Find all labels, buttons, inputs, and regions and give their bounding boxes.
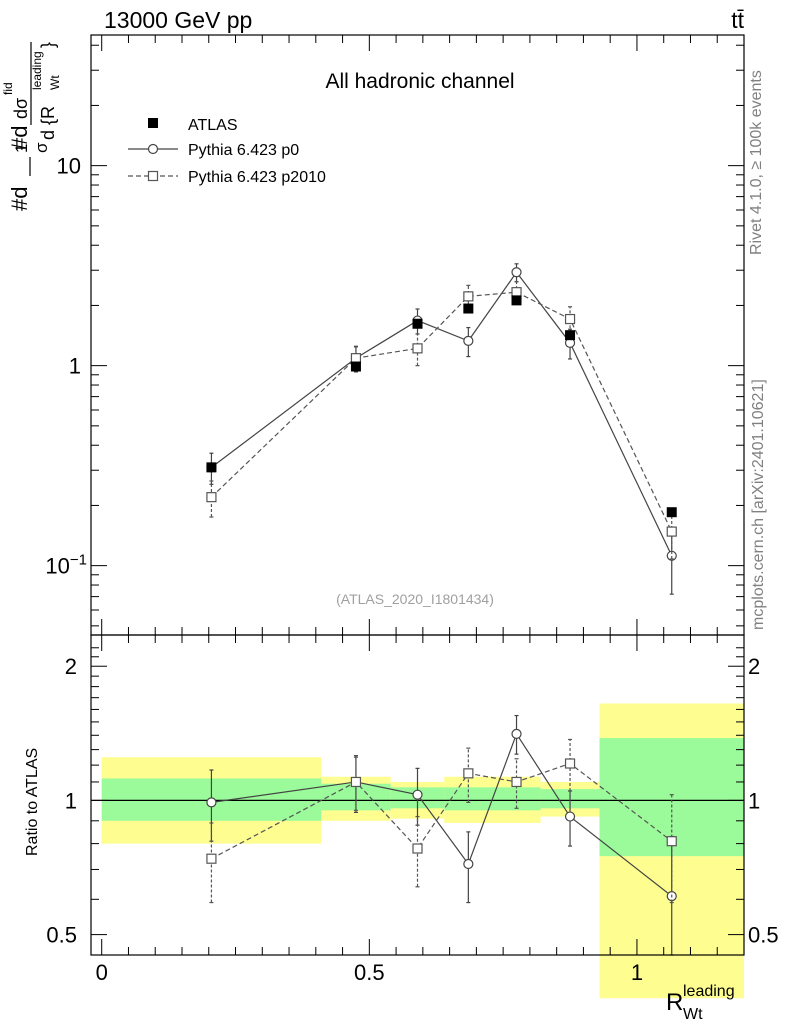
main-series [206,263,677,595]
main-y-tick-label: 10 [57,154,81,179]
rivet-label: Rivet 4.1.0, ≥ 100k events [748,70,765,255]
main-y-tick-label: 10−1 [45,552,87,579]
legend-marker-p0 [147,143,159,155]
ratio-y-tick-label-right: 1 [748,788,760,813]
data-point-p2010 [666,836,677,847]
header-process: tt̄ [731,7,744,33]
ratio-panel: 0.5 0.5 1 1 2 2 0 0.5 1 [46,634,779,999]
data-point-p0 [412,789,423,800]
data-point-p0 [511,728,522,739]
ratio-series [206,714,677,956]
data-point-p2010 [463,768,474,779]
main-axes: 10−1 1 10 [45,35,745,635]
x-tick-label: 0 [96,960,108,985]
ratio-y-tick-label: 1 [65,788,77,813]
x-tick-label: 0.5 [354,960,385,985]
data-point-p2010 [350,776,362,788]
data-point-atlas [206,462,217,473]
data-point-p0 [463,858,474,870]
main-y-tick-label: 1 [69,354,81,379]
data-point-p2010 [666,526,677,537]
ylabel-mid: #d [7,126,32,150]
legend-marker-atlas [148,118,158,128]
ratio-y-tick-label-right: 2 [748,654,760,679]
data-point-p2010 [350,353,362,364]
ylabel-frac2-num-sup: fid [1,82,15,95]
data-point-p2010 [206,853,217,864]
ylabel-frac2-den-sub: Wt [48,75,62,90]
xlabel-main: R [666,989,683,1016]
data-point-p0 [206,797,217,808]
mcplots-label: mcplots.cern.ch [arXiv:2401.10621] [750,379,767,630]
x-axis-label: R leading Wt [666,983,735,1023]
data-point-atlas [412,318,423,329]
ratio-y-axis-label: Ratio to ATLAS [24,748,41,856]
xlabel-sub: Wt [683,1006,703,1023]
legend-label-atlas: ATLAS [188,117,238,134]
data-point-p0 [511,267,522,278]
data-point-atlas [511,295,522,306]
data-point-p2010 [564,758,576,769]
main-y-axis-label: #d 1 σ #d dσ fid d {R leading Wt } [1,42,62,211]
legend-label-p0: Pythia 6.423 p0 [188,142,299,159]
data-point-p2010 [511,287,522,298]
data-point-atlas [463,303,474,314]
data-point-p2010 [463,291,474,302]
data-point-p2010 [412,343,423,354]
data-point-p2010 [511,776,522,788]
data-point-atlas [565,330,576,341]
data-point-p0 [463,335,474,346]
x-tick-label: 1 [631,960,643,985]
main-panel: All hadronic channel (ATLAS_2020_I180143… [45,34,745,636]
xlabel-sup: leading [683,983,735,1000]
header-collision: 13000 GeV pp [104,7,252,33]
ylabel-frac2-num: dσ [11,98,31,119]
ylabel-prefix: #d [7,187,32,211]
data-point-p0 [564,811,576,822]
main-title: All hadronic channel [325,70,514,93]
ylabel-frac2-den-sup: leading [30,51,44,90]
ylabel-frac1-den: σ [32,142,51,153]
ratio-axes: 0.5 0.5 1 1 2 2 0 0.5 1 [46,635,779,985]
data-point-p2010 [564,313,576,325]
ratio-y-tick-label: 2 [65,654,77,679]
ratio-frame [90,634,745,956]
data-point-p2010 [412,843,423,854]
series-line-open-circle [211,271,673,557]
ylabel-frac2-den-close: } [38,42,58,48]
watermark: (ATLAS_2020_I1801434) [336,591,494,607]
ylabel-frac2-den: d {R [38,106,58,140]
data-point-p2010 [206,492,217,503]
ratio-y-tick-label-right: 0.5 [748,923,779,948]
ylabel-frac1-num: 1 [12,144,31,153]
legend: ATLAS Pythia 6.423 p0 Pythia 6.423 p2010 [128,117,326,186]
legend-marker-p2010 [147,170,159,182]
legend-label-p2010: Pythia 6.423 p2010 [188,169,326,186]
data-point-atlas [666,507,677,518]
ratio-y-tick-label: 0.5 [46,923,77,948]
data-point-atlas [350,361,361,372]
